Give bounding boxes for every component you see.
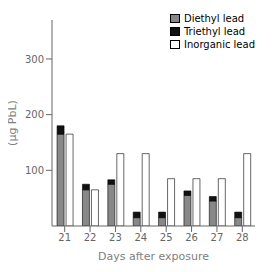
svg-text:200: 200 — [25, 109, 44, 120]
svg-text:26: 26 — [185, 232, 198, 243]
html-text:Inorganic lead: Inorganic lead — [184, 39, 255, 50]
svg-text:27: 27 — [211, 232, 224, 243]
svg-text:300: 300 — [25, 54, 44, 65]
svg-text:100: 100 — [25, 165, 44, 176]
svg-text:22: 22 — [84, 232, 97, 243]
svg-text:Days after exposure: Days after exposure — [98, 250, 209, 263]
svg-text:23: 23 — [109, 232, 122, 243]
svg-text:28: 28 — [236, 232, 249, 243]
svg-text:21: 21 — [58, 232, 71, 243]
svg-text:24: 24 — [134, 232, 147, 243]
html-text:Diethyl lead: Diethyl lead — [184, 13, 245, 24]
svg-text:25: 25 — [160, 232, 173, 243]
html-text:Triethyl lead: Triethyl lead — [184, 26, 246, 37]
svg-text:(µg PbL): (µg PbL) — [8, 100, 19, 146]
